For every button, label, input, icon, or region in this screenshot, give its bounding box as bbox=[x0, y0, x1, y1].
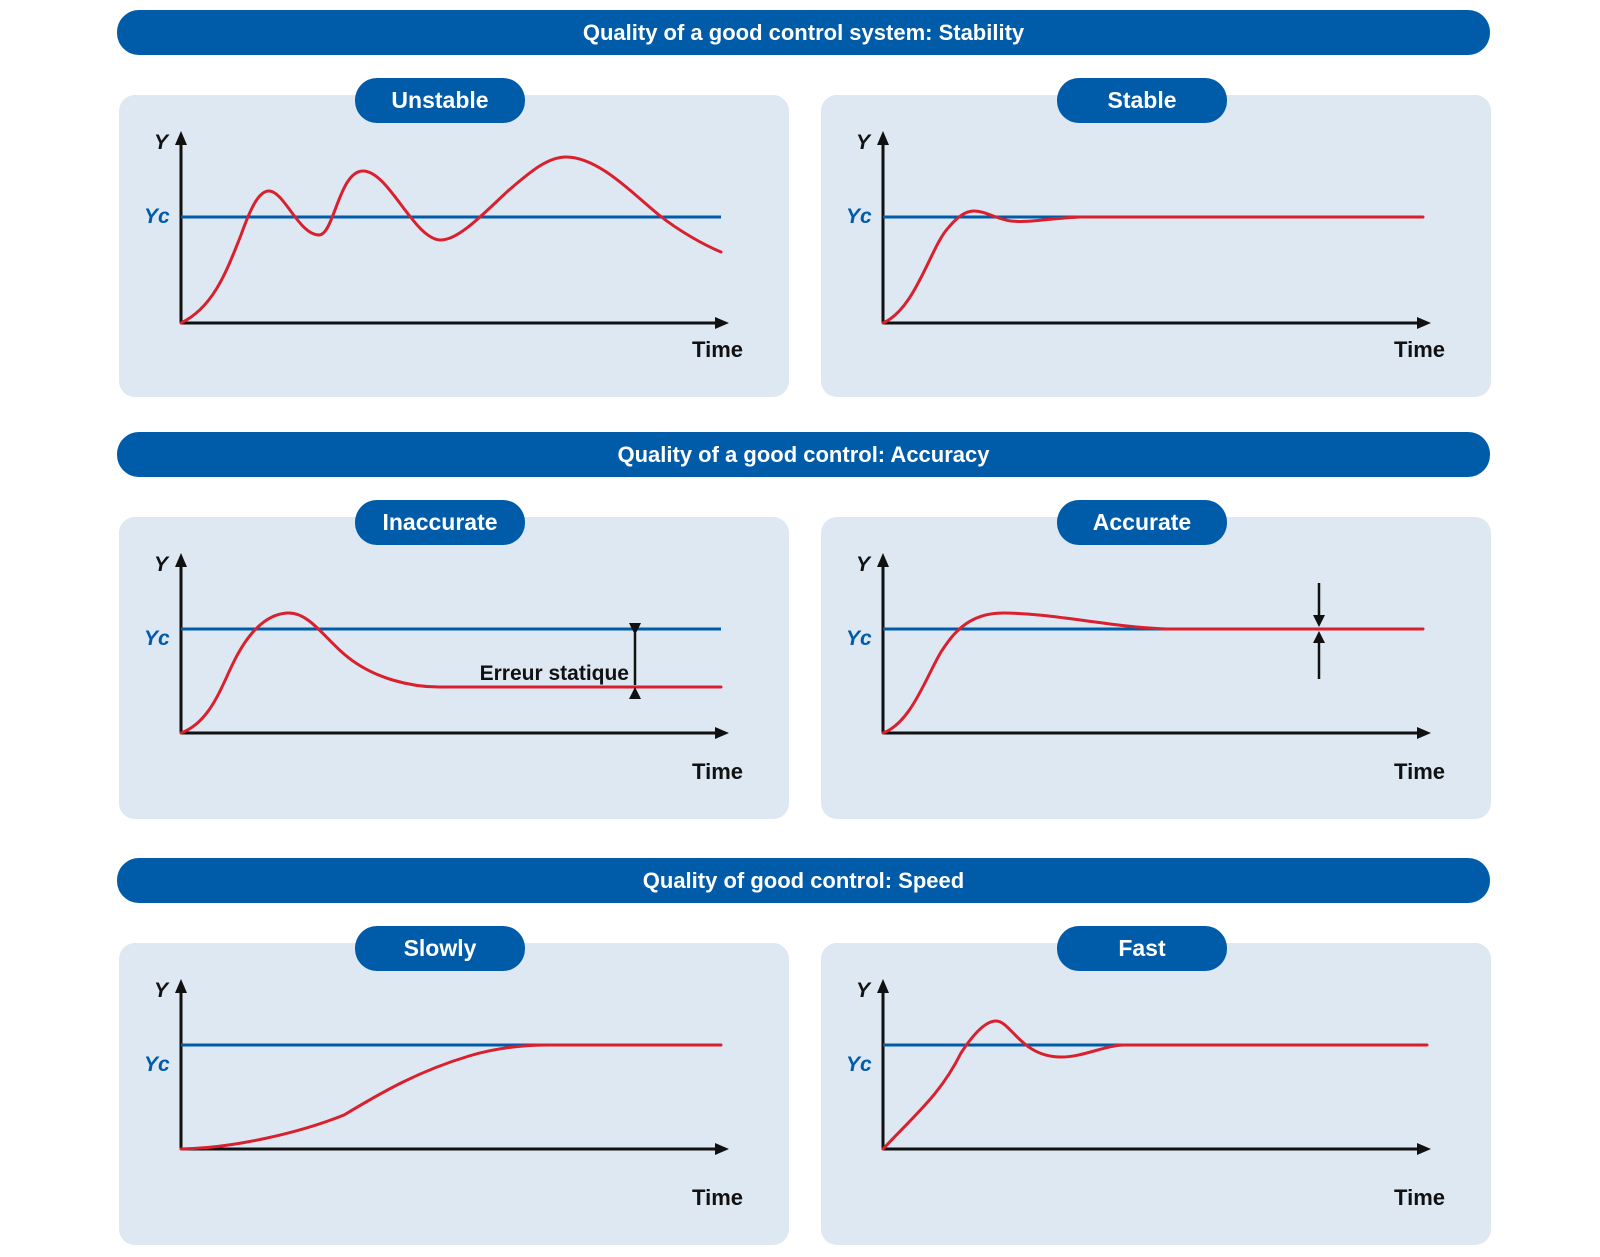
section-title: Quality of a good control system: Stabil… bbox=[582, 19, 1025, 45]
chart-label-stable: Stable bbox=[1057, 78, 1227, 123]
setpoint-label: Yc bbox=[144, 1053, 170, 1076]
y-axis-label: Y bbox=[154, 553, 170, 576]
chart-panel-stable: Y Yc Time bbox=[821, 95, 1491, 397]
x-axis-arrow-icon bbox=[715, 727, 729, 739]
chart-label-text: Unstable bbox=[391, 87, 489, 113]
chart-label-inaccurate: Inaccurate bbox=[355, 500, 525, 545]
response-curve bbox=[881, 1019, 1429, 1151]
response-curve bbox=[881, 611, 1425, 735]
chart-label-unstable: Unstable bbox=[355, 78, 525, 123]
x-axis-arrow-icon bbox=[715, 317, 729, 329]
chart-label-text: Inaccurate bbox=[382, 509, 498, 535]
y-axis-arrow-icon bbox=[175, 553, 187, 567]
chart-stable: Y Yc Time bbox=[846, 131, 1445, 362]
arrow-up-icon bbox=[629, 687, 641, 699]
response-curve bbox=[881, 209, 1425, 325]
static-error-indicator bbox=[629, 623, 641, 699]
static-error-label: Erreur statique bbox=[480, 662, 629, 685]
x-axis-label: Time bbox=[1394, 1185, 1445, 1210]
setpoint-label: Yc bbox=[846, 205, 872, 228]
setpoint-label: Yc bbox=[144, 205, 170, 228]
x-axis-label: Time bbox=[1394, 759, 1445, 784]
arrow-up-icon bbox=[1313, 631, 1325, 643]
chart-label-text: Slowly bbox=[403, 935, 477, 961]
section-banner-speed: Quality of good control: Speed bbox=[117, 858, 1490, 903]
y-axis-arrow-icon bbox=[877, 131, 889, 145]
chart-panel-unstable: Y Yc Time bbox=[119, 95, 789, 397]
arrow-down-icon bbox=[1313, 615, 1325, 627]
chart-slowly: Y Yc Time bbox=[144, 979, 743, 1210]
x-axis-arrow-icon bbox=[715, 1143, 729, 1155]
chart-label-text: Fast bbox=[1118, 935, 1166, 961]
chart-panel-accurate: Y Yc Time bbox=[821, 517, 1491, 819]
setpoint-label: Yc bbox=[144, 627, 170, 650]
plot-area bbox=[877, 553, 1431, 739]
response-curve bbox=[179, 155, 723, 325]
y-axis-label: Y bbox=[856, 979, 872, 1002]
section-banner-accuracy: Quality of a good control: Accuracy bbox=[117, 432, 1490, 477]
chart-panel-fast: Y Yc Time bbox=[821, 943, 1491, 1245]
chart-panel-inaccurate: Y Yc Time Erreur statique bbox=[119, 517, 789, 819]
setpoint-label: Yc bbox=[846, 627, 872, 650]
x-axis-label: Time bbox=[692, 759, 743, 784]
setpoint-label: Yc bbox=[846, 1053, 872, 1076]
chart-label-text: Accurate bbox=[1092, 509, 1192, 535]
response-curve bbox=[179, 1043, 723, 1151]
chart-unstable: Y Yc Time bbox=[144, 131, 743, 362]
arrow-down-icon bbox=[629, 623, 641, 635]
section-banner-stability: Quality of a good control system: Stabil… bbox=[117, 10, 1490, 55]
chart-inaccurate: Y Yc Time Erreur statique bbox=[144, 553, 743, 784]
plot-area bbox=[877, 979, 1431, 1155]
plot-area bbox=[175, 979, 729, 1155]
section-title: Quality of good control: Speed bbox=[642, 867, 965, 893]
x-axis-arrow-icon bbox=[1417, 317, 1431, 329]
y-axis-arrow-icon bbox=[175, 979, 187, 993]
chart-label-text: Stable bbox=[1107, 87, 1177, 113]
chart-label-fast: Fast bbox=[1057, 926, 1227, 971]
plot-area bbox=[175, 553, 729, 739]
plot-area bbox=[877, 131, 1431, 329]
x-axis-arrow-icon bbox=[1417, 1143, 1431, 1155]
y-axis-arrow-icon bbox=[877, 979, 889, 993]
y-axis-label: Y bbox=[154, 979, 170, 1002]
chart-label-slowly: Slowly bbox=[355, 926, 525, 971]
y-axis-arrow-icon bbox=[877, 553, 889, 567]
x-axis-arrow-icon bbox=[1417, 727, 1431, 739]
y-axis-label: Y bbox=[154, 131, 170, 154]
x-axis-label: Time bbox=[1394, 337, 1445, 362]
chart-fast: Y Yc Time bbox=[846, 979, 1445, 1210]
chart-label-accurate: Accurate bbox=[1057, 500, 1227, 545]
chart-panel-slowly: Y Yc Time bbox=[119, 943, 789, 1245]
x-axis-label: Time bbox=[692, 337, 743, 362]
section-title: Quality of a good control: Accuracy bbox=[617, 441, 990, 467]
chart-accurate: Y Yc Time bbox=[846, 553, 1445, 784]
response-curve bbox=[179, 611, 723, 735]
y-axis-label: Y bbox=[856, 553, 872, 576]
plot-area bbox=[175, 131, 729, 329]
y-axis-arrow-icon bbox=[175, 131, 187, 145]
y-axis-label: Y bbox=[856, 131, 872, 154]
x-axis-label: Time bbox=[692, 1185, 743, 1210]
zero-error-indicator bbox=[1313, 583, 1325, 679]
